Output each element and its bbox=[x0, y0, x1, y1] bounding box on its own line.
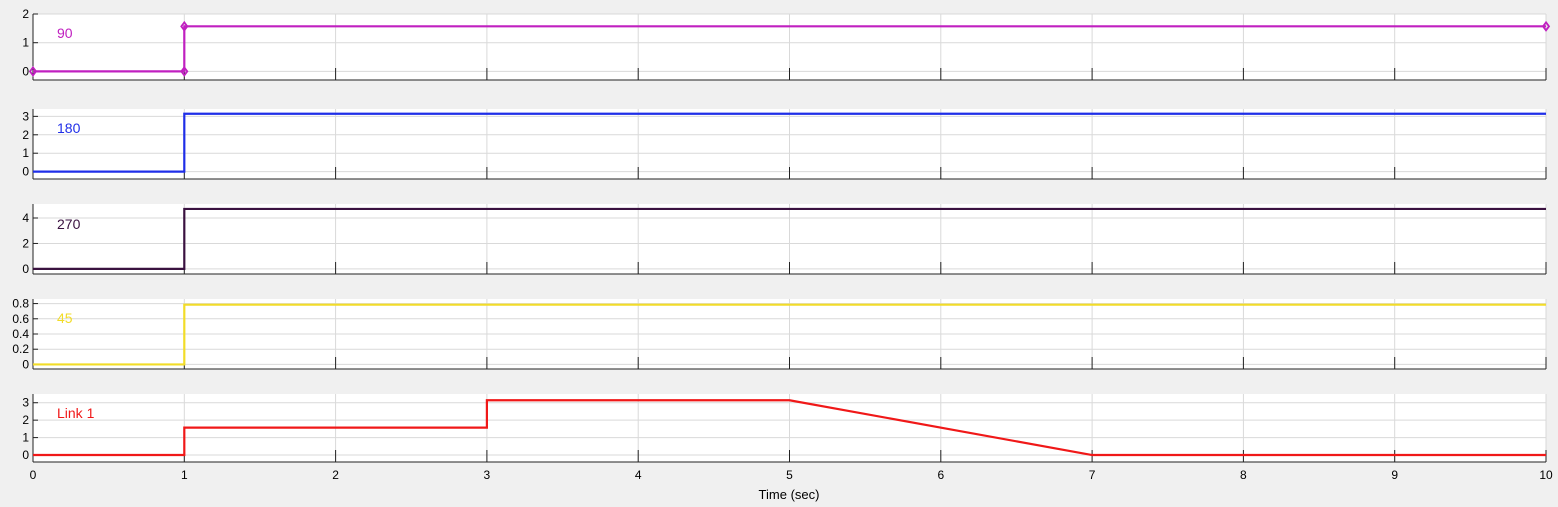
panel-5: 0 1 2 3 Link 1 0 1 2 3 4 5 6 7 8 9 10 bbox=[22, 394, 1553, 482]
panel-3: 0 2 4 270 bbox=[22, 204, 1547, 276]
y-tick-label: 2 bbox=[22, 7, 29, 21]
panel-1: 0 1 2 90 bbox=[22, 7, 1551, 81]
series-line bbox=[33, 399, 1546, 457]
y-tick-label: 1 bbox=[22, 36, 29, 50]
y-tick-label: 0 bbox=[22, 357, 29, 371]
legend-label: 90 bbox=[57, 25, 73, 41]
x-tick-label: 1 bbox=[181, 468, 188, 482]
y-tick-label: 0 bbox=[22, 64, 29, 78]
legend-label: 45 bbox=[57, 310, 73, 326]
x-axis-label: Time (sec) bbox=[759, 487, 820, 502]
y-tick-label: 0 bbox=[22, 165, 29, 179]
legend-label: Link 1 bbox=[57, 405, 95, 421]
x-tick-label: 6 bbox=[937, 468, 944, 482]
y-tick-label: 2 bbox=[22, 236, 29, 250]
data-point-marker bbox=[180, 65, 189, 77]
legend-label: 270 bbox=[57, 216, 81, 232]
series-line bbox=[33, 207, 1546, 271]
x-tick-label: 3 bbox=[484, 468, 491, 482]
data-point-marker bbox=[180, 20, 189, 32]
x-tick-label: 4 bbox=[635, 468, 642, 482]
y-tick-label: 1 bbox=[22, 146, 29, 160]
x-tick-label: 9 bbox=[1391, 468, 1398, 482]
x-tick-label: 0 bbox=[30, 468, 37, 482]
data-point-marker bbox=[28, 65, 38, 77]
y-tick-label: 2 bbox=[22, 413, 29, 427]
x-tick-label: 5 bbox=[786, 468, 793, 482]
y-tick-label: 0 bbox=[22, 448, 29, 462]
y-tick-label: 0.8 bbox=[12, 297, 29, 311]
series-line bbox=[33, 112, 1546, 173]
x-tick-label: 10 bbox=[1539, 468, 1553, 482]
x-tick-label: 2 bbox=[332, 468, 339, 482]
y-tick-label: 3 bbox=[22, 396, 29, 410]
y-tick-label: 0 bbox=[22, 262, 29, 276]
data-point-marker bbox=[1541, 20, 1551, 32]
y-tick-label: 2 bbox=[22, 128, 29, 142]
y-tick-label: 0.4 bbox=[12, 327, 29, 341]
y-tick-label: 3 bbox=[22, 109, 29, 123]
x-tick-label: 8 bbox=[1240, 468, 1247, 482]
x-tick-label: 7 bbox=[1089, 468, 1096, 482]
panel-2: 0 1 2 3 180 bbox=[22, 109, 1547, 180]
panel-4: 00.20.40.60.8 45 bbox=[12, 297, 1547, 371]
series-line bbox=[33, 303, 1546, 366]
y-tick-label: 0.2 bbox=[12, 342, 29, 356]
series-line bbox=[33, 25, 1546, 73]
y-tick-label: 4 bbox=[22, 211, 29, 225]
y-tick-label: 0.6 bbox=[12, 312, 29, 326]
y-tick-label: 1 bbox=[22, 431, 29, 445]
legend-label: 180 bbox=[57, 120, 81, 136]
